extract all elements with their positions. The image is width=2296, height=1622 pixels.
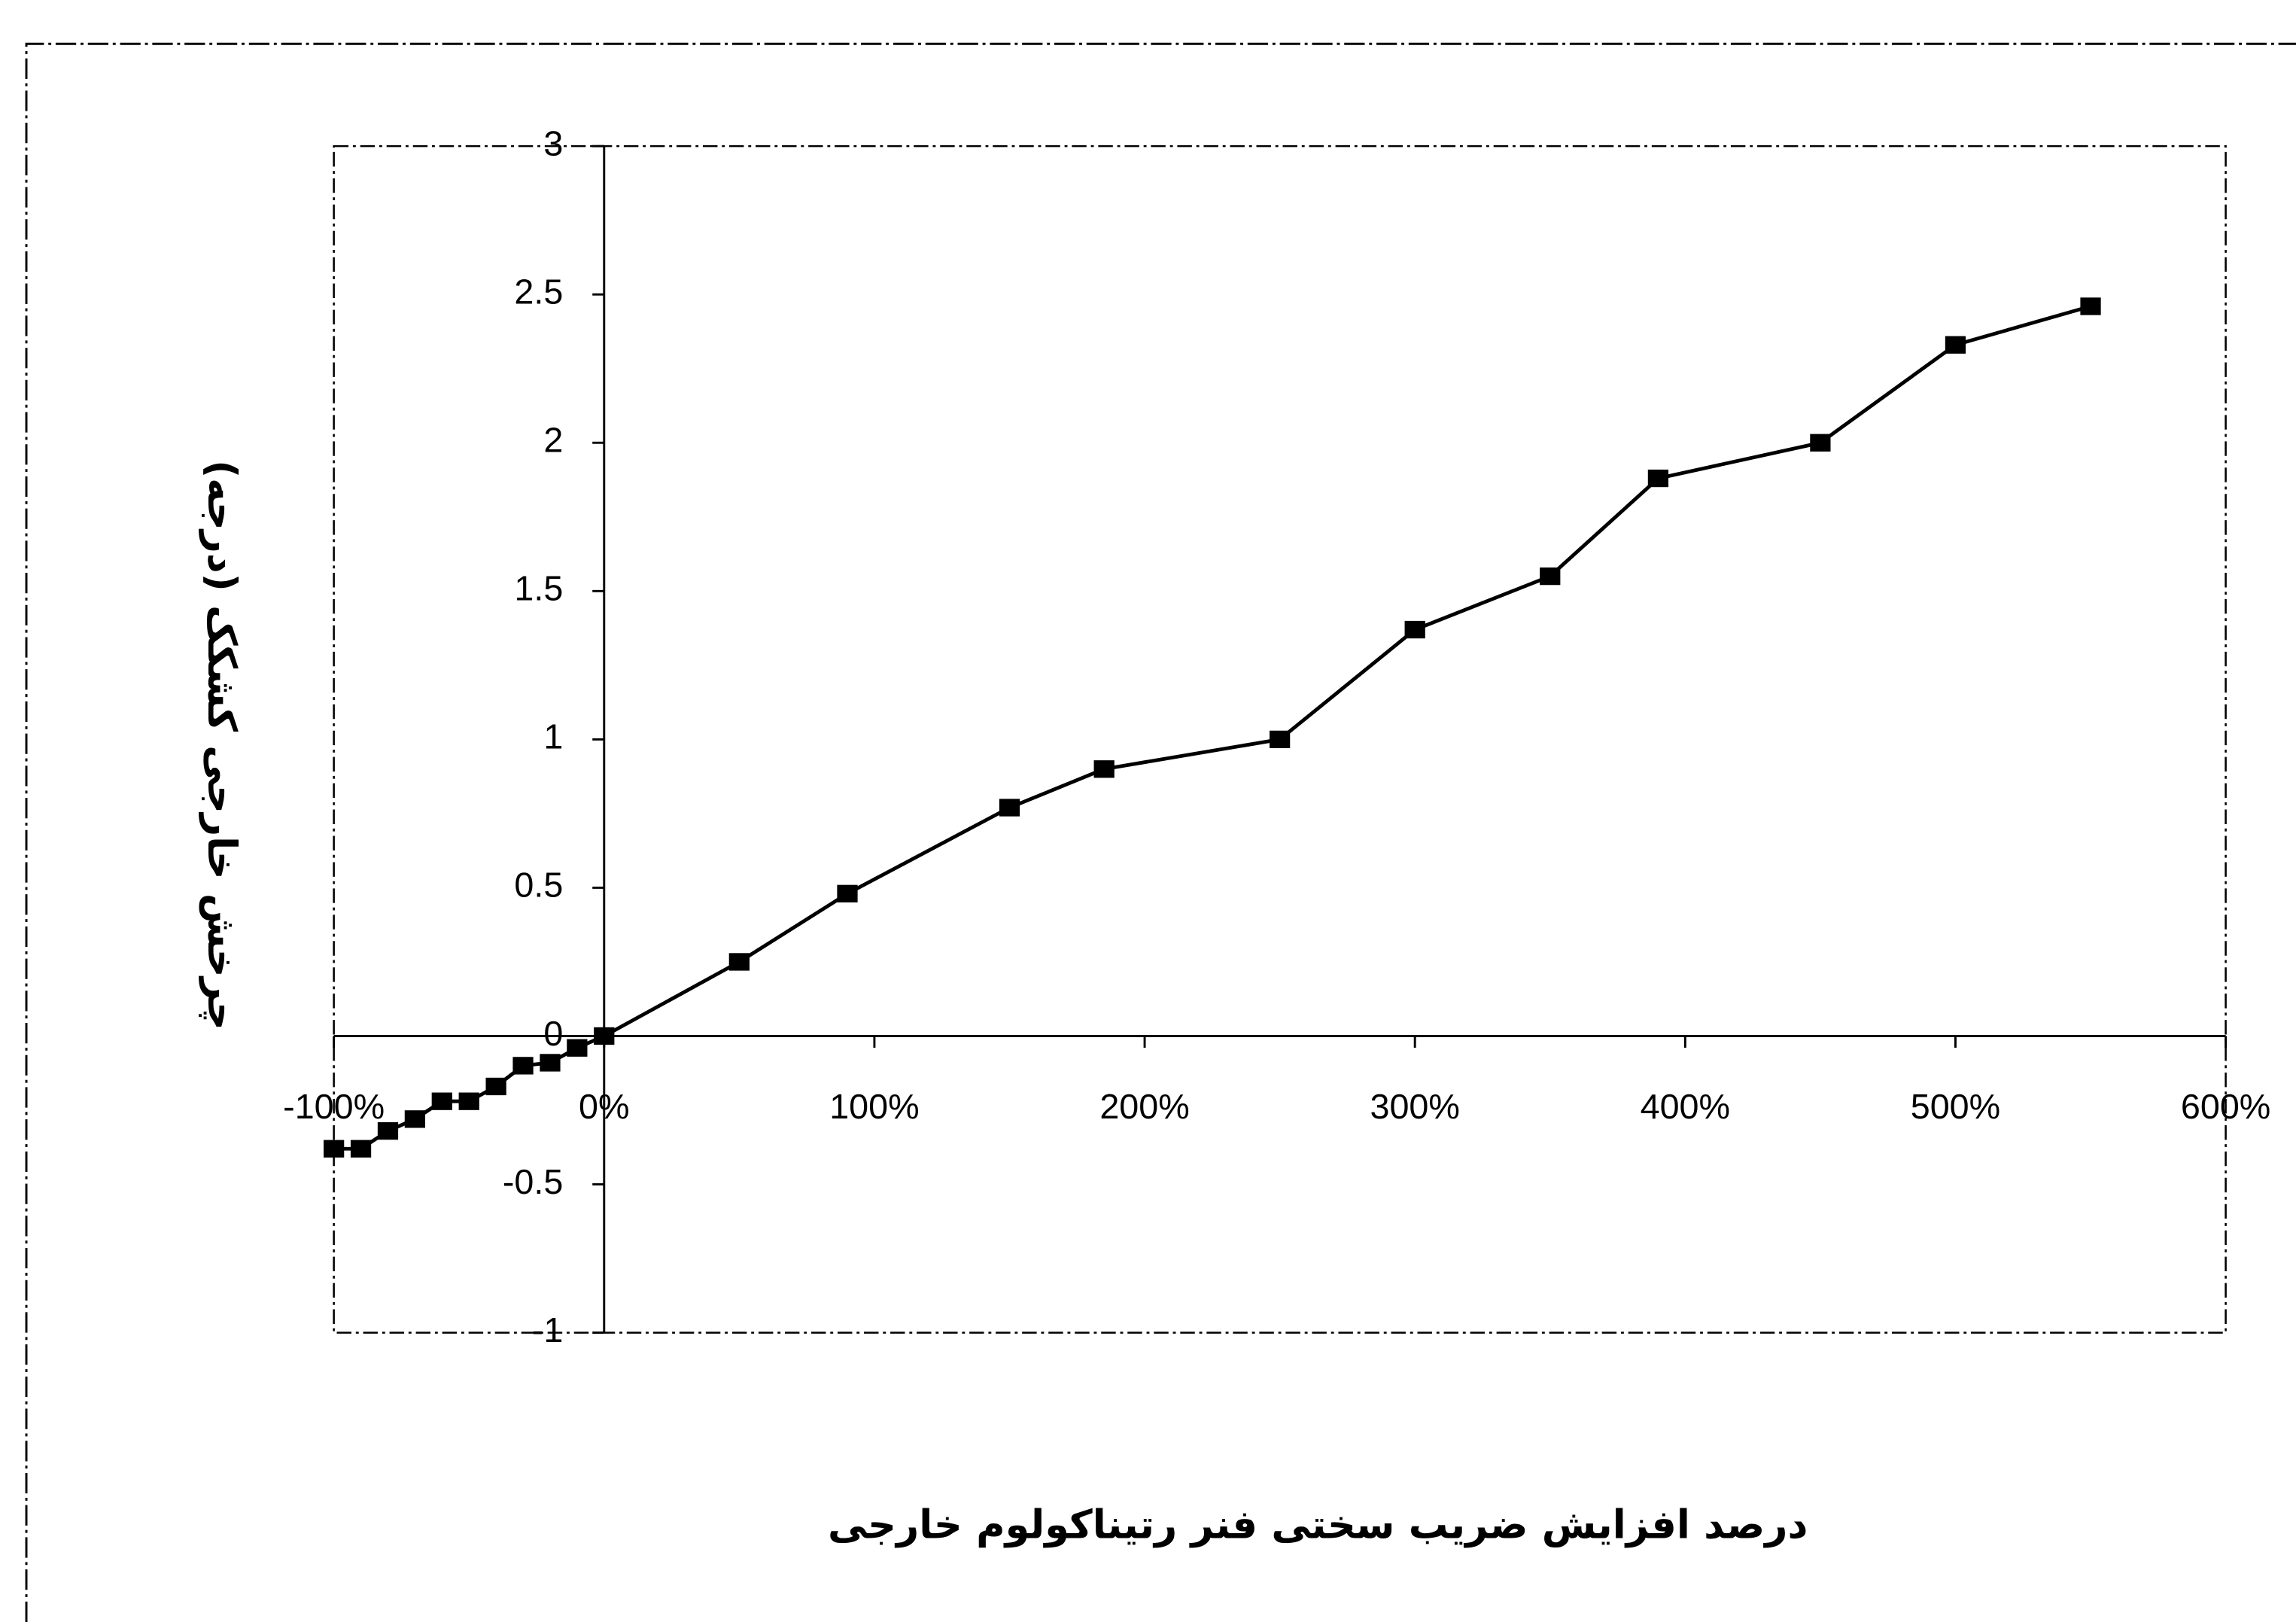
marker (485, 1077, 506, 1096)
line (333, 304, 2091, 1151)
marker (999, 799, 1020, 817)
marker (431, 1092, 452, 1110)
marker (728, 953, 750, 971)
marker (837, 884, 858, 902)
plot-area (333, 145, 2227, 1334)
marker (512, 1057, 534, 1075)
y-tick-label: 0.5 (514, 866, 563, 905)
marker (404, 1110, 426, 1128)
frame (25, 42, 2296, 1622)
y-tick-label: 2 (543, 421, 563, 460)
x-tick-label: 400% (1641, 1087, 1730, 1126)
marker (540, 1054, 561, 1072)
x-axis-title: درصد افزایش ضریب سختی فنر رتیناکولوم خار… (828, 1502, 1808, 1547)
marker (1270, 730, 1291, 749)
marker (377, 1121, 399, 1140)
marker (324, 1140, 345, 1158)
x-tick-label: 200% (1099, 1087, 1189, 1126)
marker (1093, 760, 1115, 778)
marker (1810, 434, 1831, 452)
marker (2080, 297, 2101, 315)
x-tick-label: 600% (2181, 1087, 2270, 1126)
marker (1404, 620, 1425, 639)
marker (1945, 336, 1966, 354)
marker (458, 1092, 479, 1110)
marker (350, 1140, 372, 1158)
x-tick-label: 0% (579, 1087, 629, 1126)
x-tick-label: -100% (283, 1087, 385, 1126)
x-tick-label: 500% (1911, 1087, 2000, 1126)
marker (594, 1027, 615, 1045)
y-axis-title: چرخش خارجی کشکک (درجه) (199, 460, 245, 1030)
y-tick-label: 1.5 (514, 569, 563, 608)
y-tick-label: -1 (532, 1310, 564, 1350)
x-tick-label: 100% (829, 1087, 919, 1126)
x-tick-label: 300% (1370, 1087, 1459, 1126)
marker (567, 1039, 588, 1057)
y-tick-label: 1 (543, 717, 563, 756)
y-tick-label: 3 (543, 124, 563, 163)
marker (1540, 567, 1561, 586)
marker (1647, 469, 1669, 488)
y-tick-label: 0 (543, 1014, 563, 1053)
y-tick-label: -0.5 (503, 1162, 563, 1201)
y-tick-label: 2.5 (514, 272, 563, 312)
